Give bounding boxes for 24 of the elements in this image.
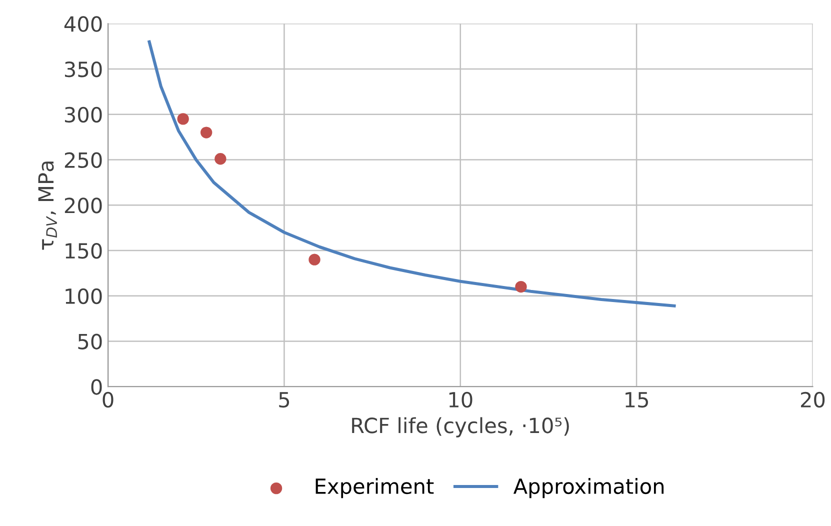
point <box>214 153 226 165</box>
y-tick-label: 100 <box>66 288 102 304</box>
y-tick-label: 350 <box>64 61 102 78</box>
point <box>200 126 212 138</box>
y-tick-label: 150 <box>66 242 102 259</box>
y-tick-label: 50 <box>78 334 102 350</box>
legend-label: Approximation <box>513 478 664 498</box>
y-tick-label: 400 <box>64 16 102 32</box>
y-tick-label: 250 <box>64 152 102 168</box>
legend-label: Experiment <box>316 478 434 498</box>
y-tick-label: 200 <box>64 198 102 214</box>
point <box>515 280 527 293</box>
y-tick-label: 0 <box>91 379 102 395</box>
x-tick-label: 0 <box>102 392 114 408</box>
y-tick-label: 300 <box>64 106 102 123</box>
x-tick-label: 20 <box>800 392 825 408</box>
x-tick-label: 5 <box>279 392 290 408</box>
y-axis-title: τ$_{DV}$, MPa <box>38 162 57 250</box>
x-tick-label: 15 <box>626 392 648 408</box>
point <box>177 113 189 125</box>
point <box>308 254 320 266</box>
x-axis-title: RCF life (cycles, ·10⁵) <box>352 417 569 438</box>
line-series <box>148 40 676 308</box>
x-tick-label: 10 <box>449 392 472 408</box>
